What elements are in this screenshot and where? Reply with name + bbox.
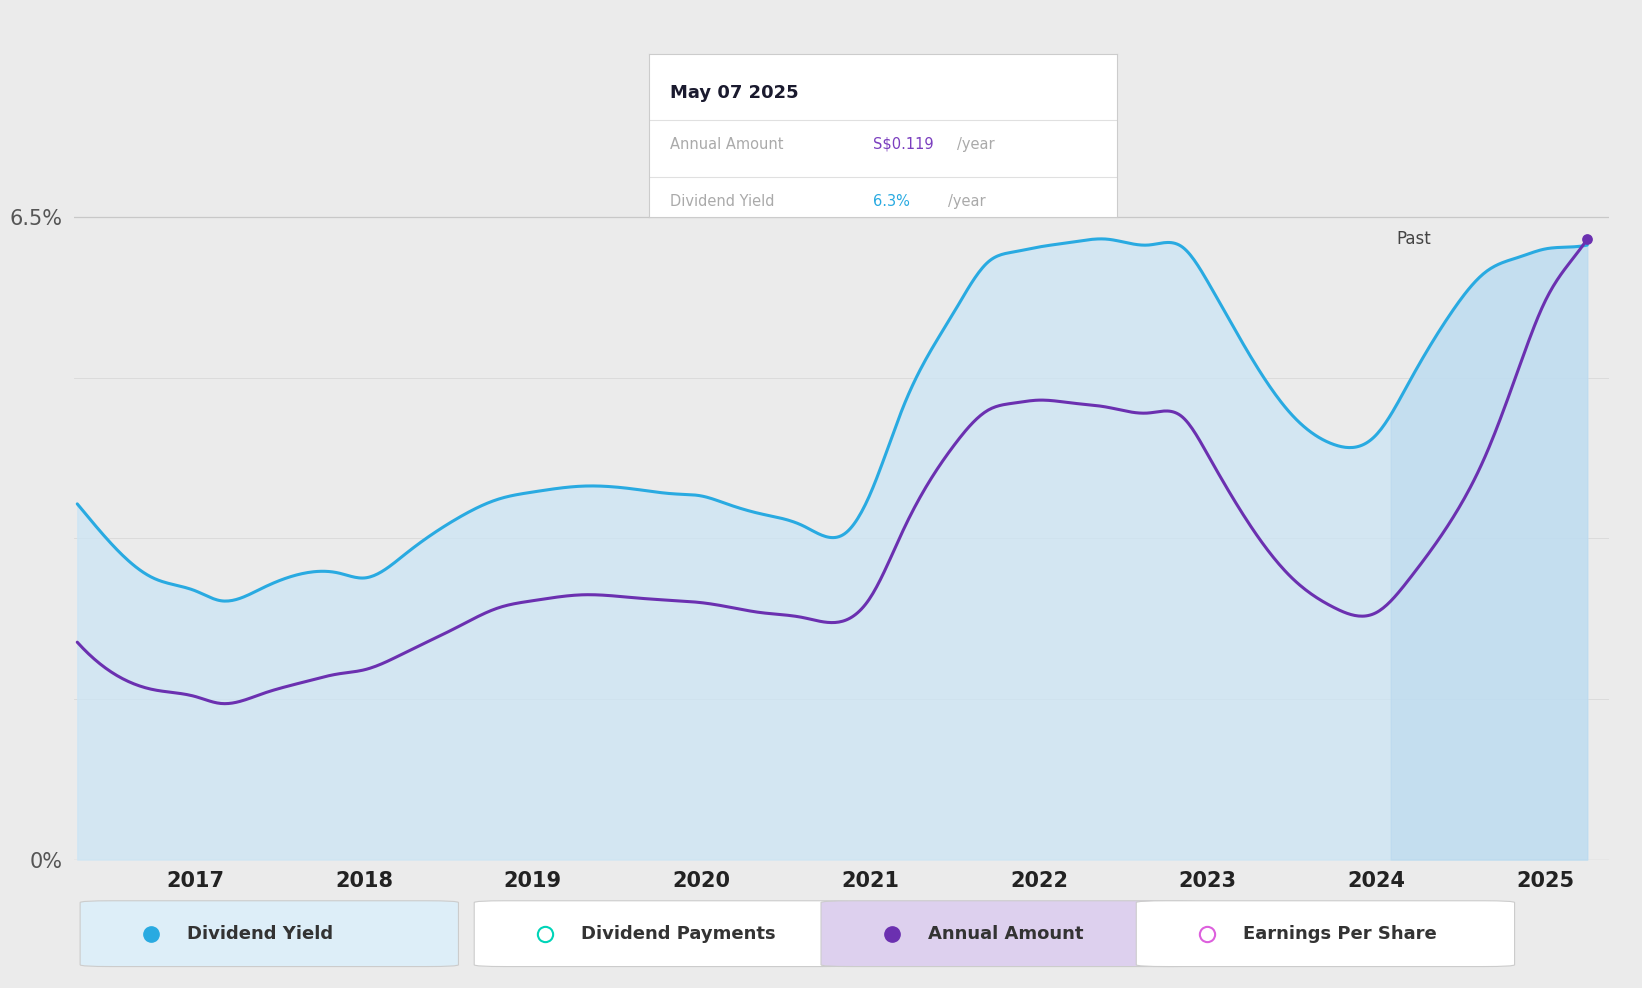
Text: /year: /year: [957, 136, 995, 151]
Text: Earnings Per Share: Earnings Per Share: [1243, 925, 1437, 943]
Text: Dividend Payments: Dividend Payments: [581, 925, 777, 943]
Text: 6.3%: 6.3%: [874, 194, 910, 208]
Text: Past: Past: [1397, 230, 1432, 248]
Text: Dividend Yield: Dividend Yield: [187, 925, 333, 943]
Text: Annual Amount: Annual Amount: [928, 925, 1084, 943]
FancyBboxPatch shape: [475, 901, 852, 966]
Text: /year: /year: [947, 194, 985, 208]
Text: Dividend Yield: Dividend Yield: [670, 194, 773, 208]
Point: [1575, 231, 1601, 247]
Text: S$0.119: S$0.119: [874, 136, 934, 151]
FancyBboxPatch shape: [1136, 901, 1514, 966]
Text: May 07 2025: May 07 2025: [670, 84, 798, 102]
FancyBboxPatch shape: [821, 901, 1199, 966]
FancyBboxPatch shape: [80, 901, 458, 966]
Text: Annual Amount: Annual Amount: [670, 136, 783, 151]
